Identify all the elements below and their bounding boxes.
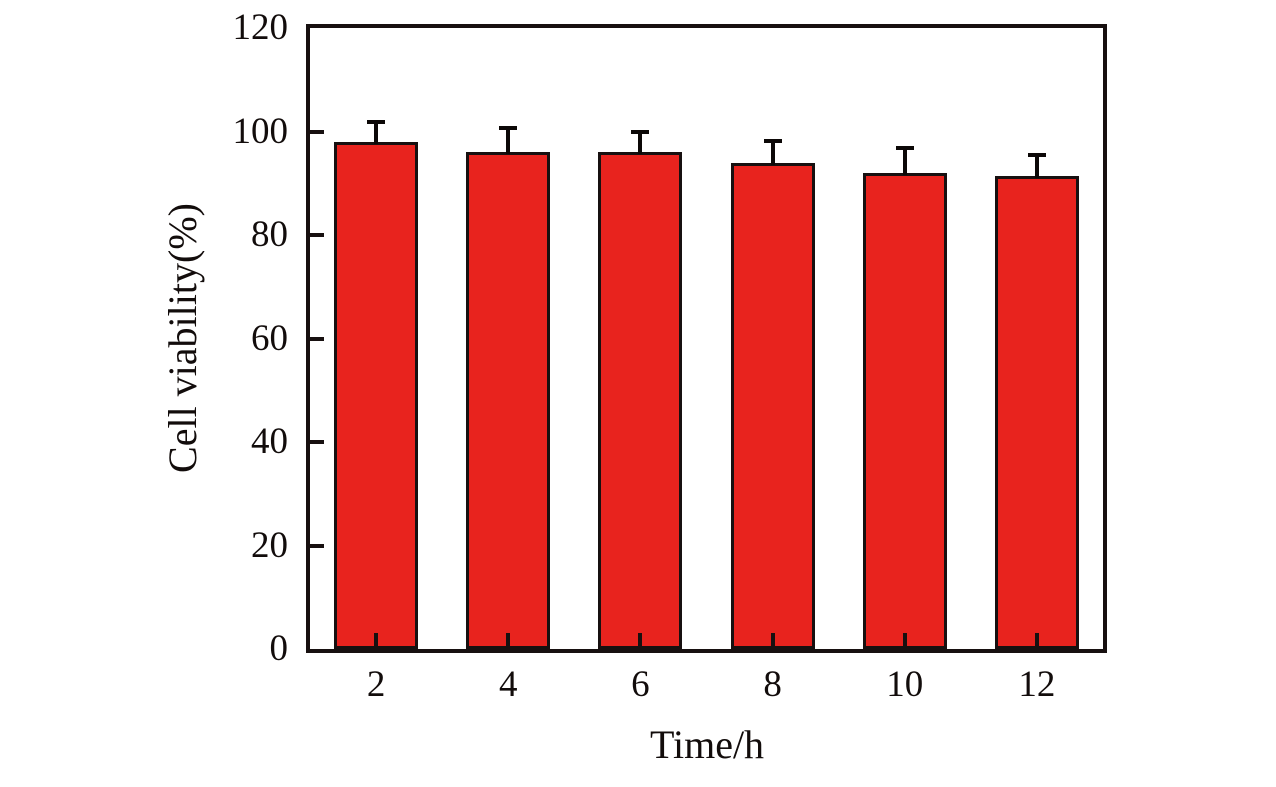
x-axis-title: Time/h [649, 722, 765, 767]
bar [334, 141, 419, 649]
y-tick-label: 60 [251, 317, 288, 359]
error-bar-cap [631, 130, 650, 135]
bar [730, 162, 815, 649]
x-tick-label: 4 [499, 664, 518, 705]
x-tick-label: 10 [886, 664, 924, 705]
error-bar-cap [895, 146, 914, 150]
x-axis-tick [902, 633, 907, 649]
x-axis-tick [374, 633, 379, 649]
y-tick-label: 80 [251, 214, 288, 255]
x-axis-tick [1034, 633, 1039, 649]
plot-area [306, 24, 1107, 653]
error-bar [374, 119, 379, 144]
y-axis-tick [310, 233, 324, 237]
y-axis-tick [310, 129, 324, 134]
x-tick-label: 8 [763, 664, 782, 705]
y-axis-tick [310, 336, 324, 341]
x-tick-label: 12 [1018, 664, 1056, 705]
error-bar [1034, 153, 1039, 178]
x-tick-label: 6 [631, 664, 650, 705]
y-axis-tick [310, 543, 324, 548]
y-tick-label: 120 [232, 7, 289, 48]
error-bar-cap [367, 119, 386, 124]
bar [466, 152, 551, 649]
y-tick-label: 100 [232, 110, 289, 152]
error-bar [638, 130, 643, 155]
bar [994, 175, 1079, 649]
y-axis-tick [310, 440, 324, 444]
error-bar-cap [499, 126, 518, 131]
y-tick-label: 0 [269, 628, 289, 669]
x-axis-tick [770, 633, 775, 649]
error-bar [770, 139, 775, 165]
error-bar [506, 126, 511, 155]
error-bar-cap [763, 139, 782, 144]
y-tick-label: 20 [251, 524, 288, 566]
x-axis-tick [638, 633, 643, 649]
error-bar [902, 146, 907, 175]
x-tick-label: 2 [366, 664, 386, 705]
x-axis-tick [506, 633, 511, 649]
y-tick-label: 40 [251, 421, 288, 462]
y-axis-title: Cell viability(%) [160, 203, 205, 473]
bar [598, 152, 683, 649]
bar [862, 172, 947, 649]
error-bar-cap [1027, 153, 1046, 158]
